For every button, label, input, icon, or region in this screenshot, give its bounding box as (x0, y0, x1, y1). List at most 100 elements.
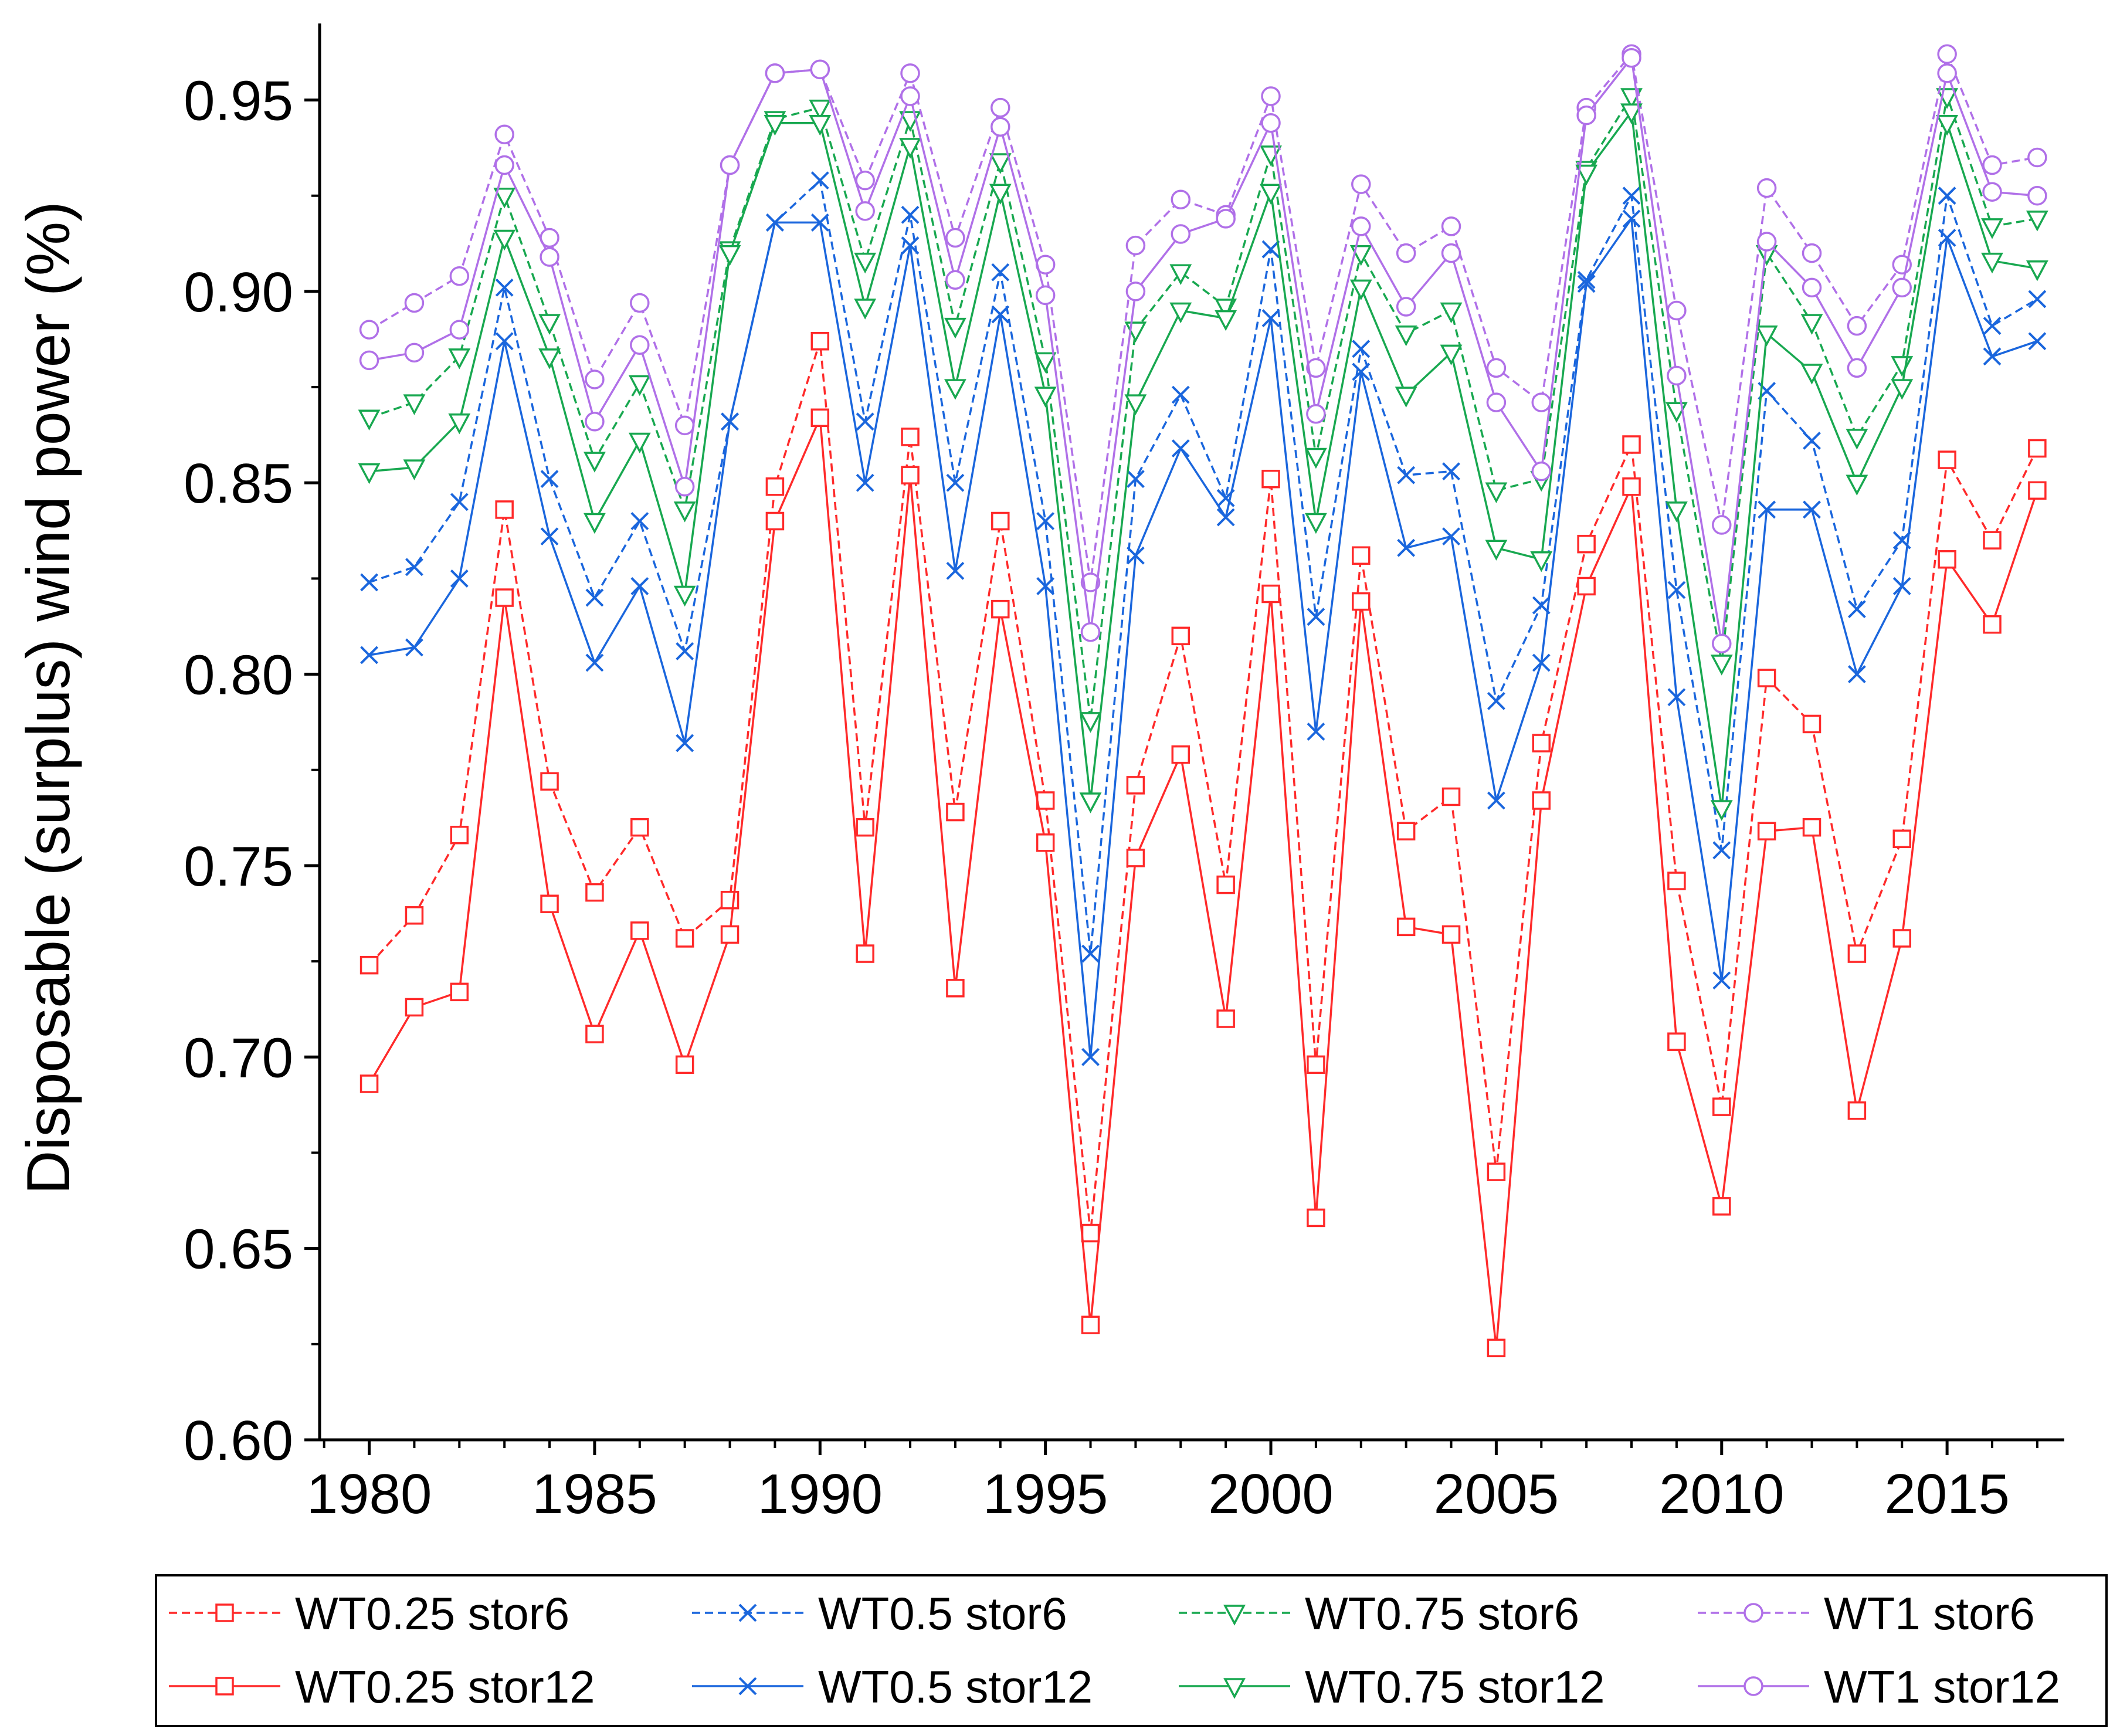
data-point (720, 155, 740, 175)
data-point (1981, 218, 2003, 239)
data-point (630, 293, 650, 313)
data-point (1487, 1162, 1506, 1181)
data-point (1577, 274, 1596, 293)
data-point (448, 348, 471, 369)
data-point (585, 412, 605, 432)
data-point (2028, 439, 2047, 458)
data-point (630, 512, 649, 530)
data-point (359, 955, 379, 975)
data-point (449, 266, 470, 286)
data-point (1351, 216, 1371, 236)
data-point (854, 299, 877, 320)
legend-swatch-marker (1223, 1678, 1246, 1699)
x-tick-label: 1980 (307, 1463, 432, 1525)
data-point (1351, 174, 1371, 194)
data-point (901, 236, 920, 255)
data-point (1307, 1208, 1325, 1228)
data-point (1667, 872, 1686, 890)
data-point (856, 412, 874, 431)
data-point (405, 906, 424, 925)
data-point (1079, 792, 1102, 813)
data-point (1034, 386, 1057, 408)
y-tick-label: 0.60 (184, 1409, 293, 1472)
legend-swatch-marker (215, 1603, 234, 1622)
data-point (1983, 615, 2002, 634)
series-5 (360, 209, 2047, 1066)
data-point (1936, 114, 1959, 136)
data-point (991, 117, 1010, 137)
legend-swatch-marker (1744, 1603, 1763, 1623)
data-point (1712, 971, 1731, 990)
data-point (856, 818, 874, 837)
data-point (1576, 105, 1596, 126)
data-point (404, 343, 425, 363)
data-point (675, 1055, 694, 1074)
data-point (2028, 332, 2047, 351)
series-line (369, 95, 2038, 721)
data-point (1081, 944, 1100, 963)
data-point (493, 187, 516, 209)
data-point (1352, 546, 1371, 565)
data-point (540, 247, 559, 267)
data-point (1171, 189, 1191, 209)
data-point (1622, 435, 1641, 454)
data-point (494, 124, 514, 145)
data-point (450, 982, 469, 1002)
data-point (676, 734, 694, 752)
legend-item: WT0.75 stor12 (1179, 1661, 1605, 1713)
data-point (1575, 164, 1598, 186)
data-point (450, 569, 469, 588)
data-point (1440, 302, 1463, 324)
data-point (810, 171, 829, 190)
series-line (369, 218, 2038, 1059)
data-point (1981, 252, 2003, 274)
series-4 (359, 408, 2047, 1358)
x-tick-label: 1985 (532, 1463, 657, 1525)
data-point (1622, 48, 1641, 68)
data-point (1036, 791, 1055, 810)
data-point (944, 317, 966, 339)
data-point (1349, 245, 1372, 266)
data-point (585, 883, 604, 902)
data-point (991, 511, 1010, 531)
y-tick-label: 0.75 (184, 835, 293, 898)
data-point (1080, 622, 1101, 642)
data-point (946, 473, 965, 492)
data-point (630, 818, 649, 837)
data-point (673, 585, 696, 607)
data-point (1847, 600, 1866, 619)
data-point (1216, 209, 1236, 229)
data-point (810, 331, 830, 351)
legend-item: WT0.25 stor12 (169, 1661, 595, 1713)
x-tick-label: 1995 (983, 1463, 1108, 1525)
data-point (405, 558, 423, 577)
data-point (360, 646, 378, 664)
data-point (1441, 243, 1461, 263)
data-point (1803, 500, 1821, 519)
data-point (900, 63, 920, 83)
data-point (1126, 849, 1145, 867)
data-point (1712, 515, 1732, 535)
legend-swatch-marker (215, 1677, 234, 1696)
data-point (1938, 187, 1956, 205)
data-point (1937, 44, 1957, 64)
data-point (991, 305, 1010, 324)
data-point (1800, 314, 1823, 335)
data-point (1710, 800, 1733, 821)
data-point (1847, 358, 1867, 378)
data-point (630, 921, 649, 940)
data-point (585, 1025, 604, 1043)
data-point (1307, 1055, 1325, 1074)
data-point (945, 270, 965, 290)
data-point (1261, 309, 1280, 327)
data-point (1620, 103, 1643, 124)
x-tick-label: 2000 (1208, 1463, 1334, 1525)
data-point (1261, 469, 1280, 489)
legend-item: WT1 stor6 (1698, 1588, 2035, 1639)
data-point (1260, 184, 1282, 205)
data-point (1531, 461, 1552, 482)
y-axis-title: Disposable (surplus) wind power (%) (15, 201, 83, 1195)
legend-swatch-marker (1223, 1605, 1246, 1626)
data-point (1712, 1197, 1731, 1216)
data-point (403, 394, 426, 415)
